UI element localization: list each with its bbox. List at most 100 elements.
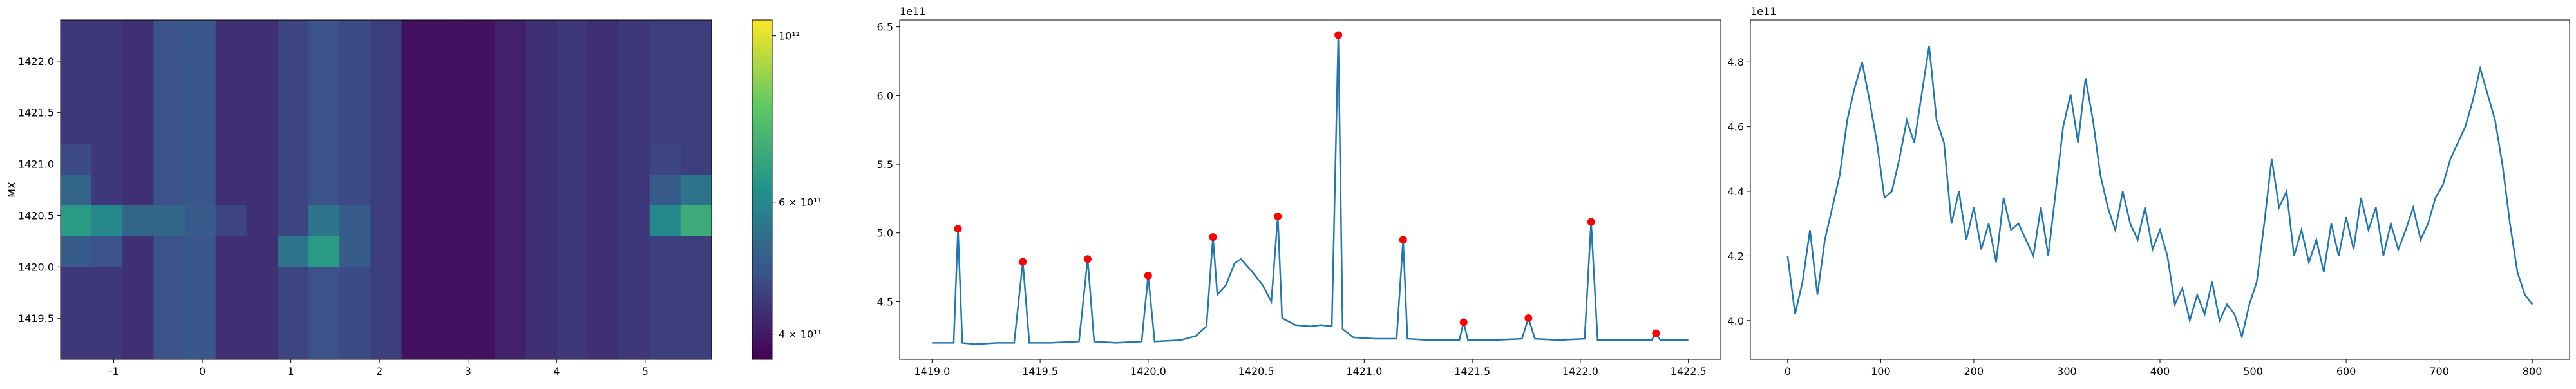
heatmap-cell xyxy=(122,205,154,236)
heatmap-cell xyxy=(463,143,495,175)
heatmap-cell xyxy=(370,236,402,267)
y-tick-label: 4.5 xyxy=(877,296,893,308)
heatmap-cell xyxy=(526,267,557,298)
peak-marker xyxy=(1587,218,1595,226)
y-tick-label: 4.0 xyxy=(1728,315,1744,327)
heatmap-cell xyxy=(122,20,154,52)
heatmap-cell xyxy=(308,267,340,298)
heatmap-cell xyxy=(618,236,650,267)
heatmap-cell xyxy=(184,205,216,236)
heatmap-cell xyxy=(556,205,588,236)
peak-marker xyxy=(1083,255,1092,263)
heatmap-cell xyxy=(463,81,495,113)
x-tick-label: 100 xyxy=(1871,365,1891,377)
heatmap-cell xyxy=(432,50,464,82)
heatmap-cell xyxy=(184,236,216,267)
heatmap-cell xyxy=(184,267,216,298)
heatmap-cell xyxy=(215,236,247,267)
x-tick-label: 600 xyxy=(2336,365,2356,377)
heatmap-cell xyxy=(61,236,92,267)
heatmap-cell xyxy=(463,267,495,298)
heatmap-cell xyxy=(463,174,495,205)
heatmap-cell xyxy=(278,328,309,360)
heatmap-cell xyxy=(432,174,464,205)
heatmap-cell xyxy=(680,174,712,205)
heatmap-cell xyxy=(370,112,402,144)
heatmap-cell xyxy=(215,205,247,236)
x-tick-label: 1419.0 xyxy=(914,365,950,377)
heatmap-cell xyxy=(91,50,123,82)
plot-frame xyxy=(899,19,1721,360)
heatmap-cell xyxy=(339,143,371,175)
heatmap-cell xyxy=(526,174,557,205)
heatmap-cell xyxy=(122,174,154,205)
heatmap-cell xyxy=(184,20,216,52)
heatmap-cell xyxy=(649,143,681,175)
heatmap-cell xyxy=(680,236,712,267)
heatmap-cell xyxy=(308,174,340,205)
line-series xyxy=(932,35,1689,345)
y-tick-label: 4.4 xyxy=(1728,185,1744,198)
y-tick-label: 5.0 xyxy=(877,227,893,240)
heatmap-cell xyxy=(401,267,433,298)
heatmap-cell xyxy=(649,50,681,82)
heatmap-cell xyxy=(184,143,216,175)
heatmap-cell xyxy=(61,143,92,175)
heatmap-cell xyxy=(556,81,588,113)
heatmap-cell xyxy=(153,81,185,113)
heatmap-cell xyxy=(680,205,712,236)
x-tick-label: 1422.5 xyxy=(1671,365,1707,377)
heatmap-cell xyxy=(556,20,588,52)
y-tick-label: 5.5 xyxy=(877,158,893,171)
heatmap-cell xyxy=(61,174,92,205)
x-tick-label: 700 xyxy=(2429,365,2449,377)
heatmap-cell xyxy=(432,81,464,113)
heatmap-cell xyxy=(153,50,185,82)
heatmap-cell xyxy=(526,143,557,175)
colorbar-tick-label: 10¹² xyxy=(779,30,800,43)
heatmap-cell xyxy=(495,112,526,144)
x-tick-label: 400 xyxy=(2150,365,2170,377)
heatmap-cell xyxy=(246,205,278,236)
heatmap-cell xyxy=(122,236,154,267)
heatmap-cell xyxy=(680,267,712,298)
heatmap-cell xyxy=(618,298,650,329)
heatmap-cell xyxy=(556,112,588,144)
heatmap-cell xyxy=(122,143,154,175)
x-tick-label: 300 xyxy=(2057,365,2077,377)
heatmap-cell xyxy=(432,328,464,360)
y-tick-label: 1421.5 xyxy=(18,107,54,119)
heatmap-cell xyxy=(680,112,712,144)
heatmap-cell xyxy=(463,236,495,267)
heatmap-cell xyxy=(153,328,185,360)
y-axis-label: MX xyxy=(6,182,18,198)
heatmap-cell xyxy=(495,267,526,298)
heatmap-cell xyxy=(556,267,588,298)
heatmap-cell xyxy=(278,298,309,329)
heatmap-cell xyxy=(495,328,526,360)
plot-frame xyxy=(1750,19,2570,360)
heatmap-cell xyxy=(370,298,402,329)
y-tick-label: 6.5 xyxy=(877,21,893,33)
heatmap-cell xyxy=(153,205,185,236)
y-tick-label: 1419.5 xyxy=(18,312,54,325)
x-tick-label: 800 xyxy=(2523,365,2543,377)
heatmap-cell xyxy=(495,174,526,205)
heatmap-cell xyxy=(91,298,123,329)
heatmap-cell xyxy=(370,267,402,298)
heatmap-cell xyxy=(246,174,278,205)
heatmap-cell xyxy=(339,205,371,236)
heatmap-cell xyxy=(184,174,216,205)
heatmap-cell xyxy=(278,267,309,298)
heatmap-cell xyxy=(215,298,247,329)
heatmap-cell xyxy=(618,143,650,175)
heatmap-cell xyxy=(215,20,247,52)
heatmap-cell xyxy=(495,81,526,113)
heatmap-cell xyxy=(339,298,371,329)
heatmap-cell xyxy=(495,143,526,175)
heatmap-cell xyxy=(246,81,278,113)
heatmap-cell xyxy=(246,20,278,52)
heatmap-cell xyxy=(339,236,371,267)
heatmap-cell xyxy=(495,298,526,329)
heatmap-cell xyxy=(122,267,154,298)
